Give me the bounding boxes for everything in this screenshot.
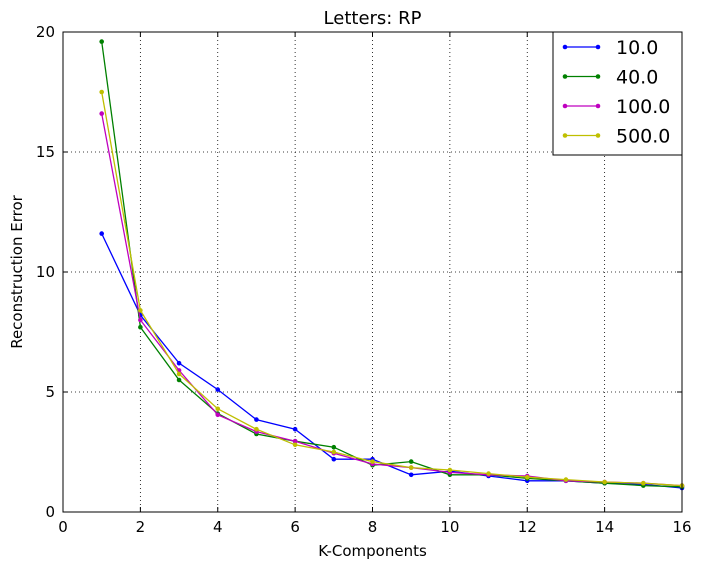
- x-tick-label: 12: [518, 518, 537, 536]
- y-tick-label: 20: [36, 23, 55, 41]
- legend-marker: [562, 44, 568, 50]
- legend-box: [552, 31, 683, 156]
- data-point: [215, 406, 221, 412]
- legend-label: 100.0: [616, 96, 670, 118]
- y-tick-label: 5: [45, 383, 55, 401]
- legend-item: 500.0: [562, 126, 670, 148]
- data-point: [331, 444, 337, 450]
- data-point: [254, 426, 259, 432]
- data-point: [215, 412, 221, 418]
- data-point: [254, 417, 259, 422]
- y-tick-label: 0: [45, 503, 55, 521]
- x-tick-label: 0: [58, 518, 68, 536]
- x-tick-label: 4: [213, 518, 223, 536]
- legend-marker: [595, 74, 601, 79]
- data-point: [602, 479, 607, 485]
- y-tick-label: 10: [36, 263, 55, 281]
- legend-item: 100.0: [562, 96, 670, 118]
- x-tick-label: 10: [440, 518, 459, 536]
- data-point: [292, 438, 298, 444]
- data-point: [138, 308, 143, 313]
- data-point: [563, 477, 569, 482]
- x-tick-label: 6: [290, 518, 300, 536]
- legend-item: 10.0: [562, 37, 658, 59]
- data-point: [99, 111, 104, 116]
- data-point: [486, 471, 491, 476]
- data-point: [215, 387, 221, 392]
- data-point: [176, 371, 182, 377]
- data-point: [524, 474, 530, 480]
- data-point: [331, 456, 337, 462]
- data-point: [447, 467, 453, 473]
- data-point: [176, 377, 182, 383]
- y-tick-label: 15: [36, 143, 55, 161]
- legend-marker: [562, 74, 568, 79]
- legend-item: 40.0: [562, 67, 658, 89]
- data-point: [408, 472, 414, 478]
- x-tick-label: 14: [595, 518, 614, 536]
- chart-title: Letters: RP: [324, 8, 422, 29]
- x-tick-label: 2: [136, 518, 146, 536]
- data-point: [370, 459, 375, 464]
- series-500.0: [99, 89, 685, 488]
- data-point: [408, 459, 414, 464]
- data-point: [292, 442, 298, 448]
- legend-marker: [595, 44, 601, 50]
- legend-marker: [595, 133, 601, 138]
- legend-marker: [562, 103, 568, 109]
- legend: 10.0 40.0 100.0 500.0: [552, 31, 683, 156]
- series-line: [101, 91, 683, 487]
- legend-label: 40.0: [616, 67, 658, 89]
- data-point: [99, 89, 104, 95]
- x-tick-label: 16: [672, 518, 691, 536]
- data-point: [176, 360, 182, 366]
- data-point: [99, 39, 104, 44]
- x-tick-label: 8: [368, 518, 378, 536]
- legend-label: 10.0: [616, 37, 658, 59]
- y-axis-label: Reconstruction Error: [8, 194, 26, 348]
- series-lines: [99, 39, 685, 491]
- data-point: [408, 465, 414, 470]
- legend-marker: [595, 103, 601, 109]
- data-point: [138, 317, 143, 323]
- data-point: [292, 426, 298, 432]
- data-point: [99, 231, 104, 236]
- data-point: [331, 449, 337, 455]
- x-axis-label: K-Components: [318, 542, 427, 560]
- data-point: [138, 324, 143, 330]
- legend-label: 500.0: [616, 126, 670, 148]
- data-point: [641, 480, 646, 486]
- legend-marker: [562, 133, 568, 138]
